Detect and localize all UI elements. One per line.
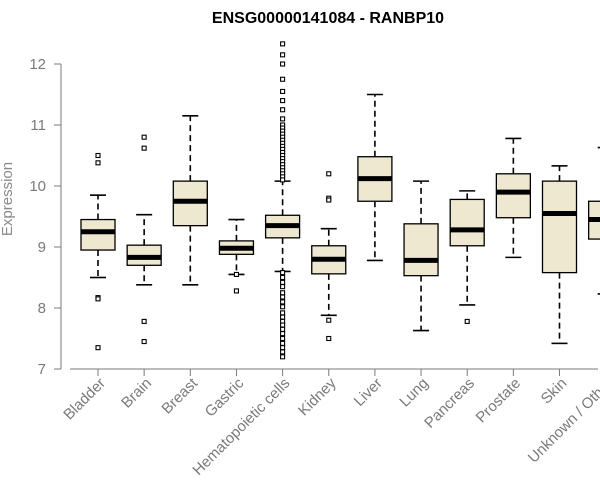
outlier-point bbox=[280, 107, 286, 113]
outlier-point bbox=[280, 41, 286, 47]
outlier-point bbox=[280, 290, 286, 296]
y-tick-label: 11 bbox=[30, 117, 46, 134]
outlier-point bbox=[326, 171, 332, 177]
box-kidney bbox=[311, 171, 347, 342]
outlier-point bbox=[280, 116, 286, 122]
outlier-point bbox=[280, 349, 286, 355]
y-tick-label: 12 bbox=[29, 56, 46, 73]
outlier-point bbox=[141, 134, 147, 140]
box-breast bbox=[172, 115, 208, 286]
outlier-point bbox=[280, 52, 286, 58]
x-tick-label: Liver bbox=[351, 375, 386, 410]
outlier-point bbox=[280, 345, 286, 351]
outlier-point bbox=[280, 279, 286, 285]
x-tick-label: Gastric bbox=[202, 374, 248, 420]
outlier-point bbox=[280, 270, 286, 276]
box-prostate bbox=[495, 137, 532, 259]
outlier-point bbox=[141, 338, 147, 345]
outlier-point bbox=[233, 271, 239, 278]
box-iqr bbox=[541, 180, 578, 274]
x-tick-label: Prostate bbox=[473, 375, 525, 427]
outlier-point bbox=[280, 61, 286, 67]
outlier-point bbox=[280, 299, 286, 305]
outlier-point bbox=[280, 340, 286, 346]
box-iqr bbox=[80, 218, 116, 251]
y-tick-label: 10 bbox=[29, 178, 46, 195]
box-gastric bbox=[218, 218, 255, 294]
outlier-point bbox=[280, 322, 286, 328]
chart-title: ENSG00000141084 - RANBP10 bbox=[212, 10, 444, 27]
box-series bbox=[80, 41, 600, 360]
box-brain bbox=[126, 134, 162, 345]
y-ticks: 7 8 9 10 11 12 bbox=[29, 56, 61, 378]
outlier-point bbox=[326, 335, 332, 342]
outlier-point bbox=[280, 326, 286, 332]
outlier-point bbox=[280, 314, 286, 320]
outlier-point bbox=[326, 317, 332, 323]
outlier-point bbox=[280, 294, 286, 300]
x-tick-label: Breast bbox=[158, 374, 201, 417]
outlier-point bbox=[280, 274, 286, 281]
y-axis-label: Expression bbox=[0, 162, 16, 236]
outlier-point bbox=[326, 197, 332, 203]
box-iqr bbox=[449, 198, 485, 247]
outlier-point bbox=[95, 345, 101, 351]
outlier-point bbox=[280, 98, 286, 104]
outlier-point bbox=[95, 152, 101, 159]
outlier-point bbox=[280, 310, 286, 316]
x-tick-label: Lung bbox=[396, 375, 432, 411]
outlier-point bbox=[280, 88, 286, 94]
outlier-point bbox=[141, 318, 147, 324]
box-bladder bbox=[80, 152, 116, 351]
outlier-point bbox=[280, 304, 286, 310]
outlier-point bbox=[280, 177, 286, 183]
outlier-point bbox=[280, 335, 286, 342]
box-pancreas bbox=[449, 190, 485, 324]
outlier-point bbox=[233, 288, 239, 294]
box-lung bbox=[403, 180, 439, 332]
box-skin bbox=[541, 165, 578, 345]
outlier-point bbox=[280, 284, 286, 290]
outlier-point bbox=[141, 145, 147, 151]
outlier-point bbox=[95, 296, 101, 302]
box-unknown-other bbox=[588, 146, 600, 295]
y-tick-label: 9 bbox=[38, 239, 46, 256]
y-tick-label: 7 bbox=[38, 361, 46, 378]
x-tick-label: Pancreas bbox=[421, 375, 478, 432]
outlier-point bbox=[280, 331, 286, 337]
x-tick-label: Brain bbox=[118, 375, 155, 412]
outlier-point bbox=[280, 76, 286, 82]
box-hematopoietic-cells bbox=[264, 41, 301, 360]
outlier-point bbox=[280, 354, 286, 360]
outlier-point bbox=[95, 160, 101, 166]
x-tick-label: Bladder bbox=[60, 375, 109, 424]
box-liver bbox=[357, 93, 393, 262]
box-iqr bbox=[403, 223, 439, 277]
outlier-point bbox=[464, 318, 470, 324]
x-tick-label: Skin bbox=[538, 375, 571, 408]
x-tick-label: Kidney bbox=[295, 374, 340, 419]
y-tick-label: 8 bbox=[38, 300, 46, 317]
box-iqr bbox=[495, 173, 532, 219]
